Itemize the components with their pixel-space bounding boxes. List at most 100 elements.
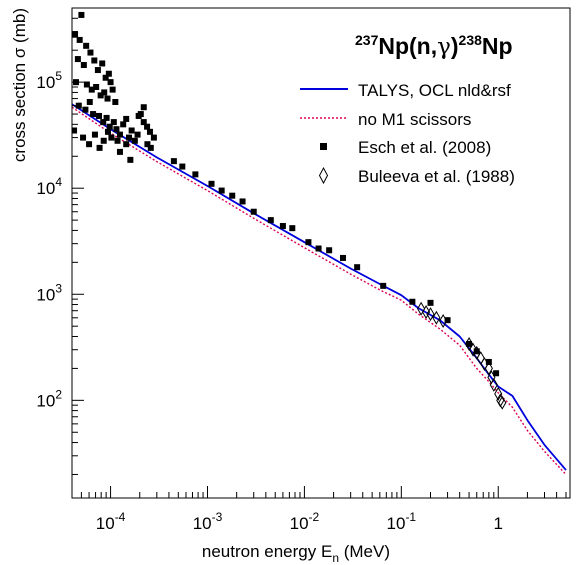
x-tick-exponent: -2	[309, 510, 320, 524]
buleeva-data-point	[498, 395, 507, 410]
x-tick-exponent: -4	[115, 510, 126, 524]
esch-data-point	[135, 112, 142, 119]
esch-data-point	[94, 67, 101, 74]
esch-data-point	[473, 348, 480, 355]
esch-data-point	[126, 134, 133, 141]
buleeva-data-point	[421, 305, 431, 320]
no-m1-scissors-curve	[72, 106, 567, 475]
esch-data-point	[107, 79, 114, 86]
esch-data-point	[250, 208, 257, 215]
y-tick-exponent: 2	[55, 387, 62, 401]
esch-data-point	[76, 36, 83, 43]
esch-data-point	[315, 245, 322, 252]
x-axis-label-sub: n	[332, 551, 339, 565]
y-tick-label: 103	[36, 281, 62, 304]
esch-data-point	[140, 119, 147, 126]
esch-data-point	[86, 98, 93, 105]
buleeva-data-point	[439, 313, 448, 328]
talys-curve	[72, 103, 567, 471]
esch-data-point	[72, 31, 79, 38]
reaction-close: )	[451, 33, 459, 59]
y-tick-label: 105	[36, 69, 62, 92]
x-tick-base: 10	[96, 514, 115, 533]
esch-data-point	[444, 317, 451, 324]
x-axis-label: neutron energy En (MeV)	[202, 542, 390, 565]
esch-data-point	[90, 111, 97, 118]
x-tick-base: 10	[290, 514, 309, 533]
x-axis-label-unit: (MeV)	[339, 542, 390, 561]
esch-data-point	[80, 62, 87, 69]
buleeva-data-point	[496, 393, 505, 408]
esch-data-point	[229, 192, 236, 199]
legend-label-buleeva: Buleeva et al. (1988)	[358, 167, 515, 186]
y-tick-base: 10	[36, 73, 55, 92]
esch-data-point	[134, 131, 141, 138]
esch-data-point	[75, 102, 82, 109]
esch-data-point	[116, 148, 123, 155]
esch-data-point	[97, 92, 104, 99]
esch-data-point	[74, 56, 81, 63]
esch-data-point	[150, 134, 157, 141]
esch-data-point	[83, 42, 90, 49]
esch-data-point	[123, 141, 130, 148]
esch-data-point	[144, 141, 151, 148]
buleeva-data-point	[489, 377, 498, 392]
esch-data-point	[144, 123, 151, 130]
esch-data-point	[108, 134, 115, 141]
x-tick-exponent: -1	[405, 510, 416, 524]
x-tick-label: 10-1	[387, 510, 417, 533]
esch-data-point	[218, 187, 225, 194]
y-axis-label: cross section σ (mb)	[10, 8, 29, 162]
reaction-mass-after: 238	[459, 32, 483, 48]
buleeva-data-point	[426, 307, 435, 322]
y-tick-label: 104	[36, 175, 62, 198]
esch-data-point	[100, 119, 107, 126]
esch-data-point	[105, 70, 112, 77]
y-tick-base: 10	[36, 391, 55, 410]
legend-label-talys: TALYS, OCL nld&rsf	[358, 81, 511, 100]
esch-data-point	[305, 239, 312, 246]
esch-data-point	[208, 180, 215, 187]
esch-data-point	[110, 119, 117, 126]
esch-data-point	[170, 158, 177, 165]
reaction-mass-before: 237	[355, 32, 379, 48]
esch-data-point	[87, 49, 94, 56]
esch-data-point	[146, 128, 153, 135]
esch-data-point	[127, 156, 134, 163]
reaction-annotation: 237Np(n,γ)238Np	[355, 32, 513, 60]
esch-data-point	[102, 74, 109, 81]
y-tick-base: 10	[36, 285, 55, 304]
esch-data-point	[466, 340, 473, 347]
esch-data-point	[239, 198, 246, 205]
legend-swatch-esch	[320, 143, 327, 150]
esch-data-point	[113, 126, 120, 133]
esch-data-point	[100, 137, 107, 144]
esch-data-point	[289, 225, 296, 232]
esch-data-point	[279, 223, 286, 230]
esch-data-point	[86, 141, 93, 148]
buleeva-data-point	[494, 386, 503, 401]
esch-data-point	[104, 128, 111, 135]
esch-data-point	[409, 298, 416, 305]
buleeva-data-point	[472, 345, 481, 360]
y-tick-base: 10	[36, 179, 55, 198]
x-axis-label-main: neutron energy E	[202, 542, 332, 561]
buleeva-data-point	[480, 357, 489, 372]
esch-data-point	[380, 282, 387, 289]
x-tick-label: 10-3	[193, 510, 223, 533]
esch-data-point	[96, 112, 103, 119]
x-tick-label: 1	[494, 514, 503, 533]
esch-data-point	[192, 171, 199, 178]
esch-data-point	[427, 299, 434, 306]
plot-frame	[71, 7, 571, 499]
esch-data-point	[128, 127, 135, 134]
esch-data-point	[91, 57, 98, 64]
esch-data-point	[140, 104, 147, 111]
y-tick-exponent: 3	[55, 281, 62, 295]
esch-data-point	[88, 86, 95, 93]
esch-data-point	[339, 254, 346, 261]
series-layer	[72, 11, 567, 475]
esch-data-point	[120, 121, 127, 128]
